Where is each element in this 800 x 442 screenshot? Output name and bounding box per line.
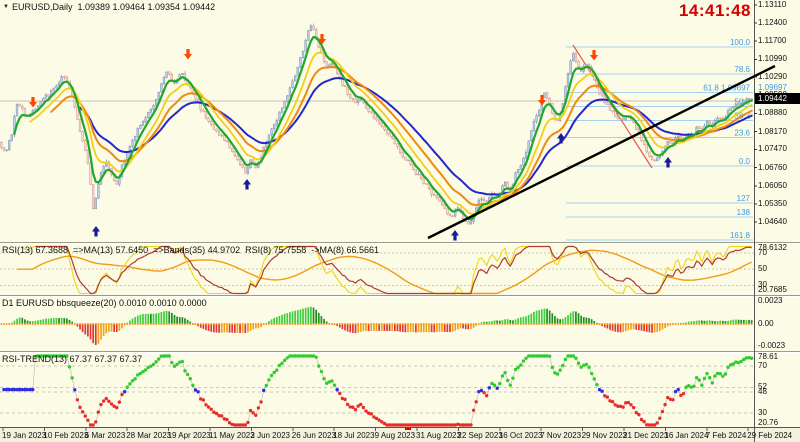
- sell-arrow-icon: [184, 49, 192, 60]
- scale-tick-label: 70: [758, 247, 767, 257]
- ma-orange: [50, 66, 753, 207]
- fib-level-label: 50.0: [734, 97, 750, 106]
- time-tick-label: 22 Sep 2023: [457, 431, 503, 440]
- time-tick-label: 16 Jan 2024: [664, 431, 709, 440]
- buy-arrow-icon: [243, 179, 251, 190]
- time-tick-label: 26 Jun 2023: [291, 431, 336, 440]
- scale-tick-label: 1.13110: [758, 0, 787, 9]
- scale-tick-label: 1.06760: [758, 162, 787, 172]
- scale-tick-label: 1.05350: [758, 198, 787, 208]
- squeeze-histogram: [0, 306, 753, 345]
- time-tick-label: 2 Jun 2023: [250, 431, 290, 440]
- scale-tick-label: 20.76: [758, 418, 779, 427]
- scale-tick-label: 1.07470: [758, 144, 787, 154]
- server-clock: 14:41:48: [678, 1, 751, 20]
- scale-tick-label: 52: [758, 382, 767, 392]
- scale-tick-label: 78.61: [758, 352, 779, 361]
- scale-tick-label: -0.0023: [758, 341, 786, 350]
- scale-ticks: [754, 4, 757, 223]
- rsi-main-line: [35, 245, 752, 295]
- scale-tick-label: 1.06050: [758, 180, 787, 190]
- ma-blue-slow: [79, 77, 753, 196]
- scale-tick-label: 0.00: [758, 319, 774, 328]
- rsi-bands-line: [17, 249, 752, 295]
- fib-level-label: 127: [737, 194, 751, 203]
- time-tick-label: 7 Feb 2024: [705, 431, 747, 440]
- scale-tick-label: 1.04640: [758, 217, 787, 226]
- time-tick-label: 6 Mar 2023: [84, 431, 126, 440]
- time-tick-label: 31 Aug 2023: [416, 431, 461, 440]
- sell-arrow-icon: [318, 34, 326, 45]
- fib-level-price-tag: 1.09697: [758, 83, 787, 93]
- time-tick-label: 21 Dec 2023: [623, 431, 669, 440]
- rsitrend-pane-header: RSI-TREND(13) 67.37 67.37 67.37: [2, 354, 143, 364]
- fib-level-label: 100.0: [730, 38, 751, 47]
- symbol-ohlc-text: EURUSD,Daily 1.09389 1.09464 1.09354 1.0…: [11, 2, 216, 12]
- fib-level-label: 61.8 1.09697: [703, 83, 750, 92]
- scale-tick-label: 20.7685: [758, 285, 787, 294]
- ma-green-fast: [13, 35, 753, 221]
- time-tick-label: 7 Nov 2023: [540, 431, 582, 440]
- ma-yellow: [29, 51, 753, 215]
- rsitrend-dots: [2, 354, 754, 427]
- time-tick-label: 29 Feb 2024: [747, 431, 793, 440]
- axis-marker: [2, 428, 749, 431]
- rsi-pane-header: RSI(13) 67.3688 =>MA(13) 57.6450 =>Bands…: [2, 245, 379, 255]
- fib-level-label: 0.0: [739, 157, 751, 166]
- scale-tick-label: 1.11700: [758, 36, 787, 46]
- buy-arrow-icon: [556, 133, 565, 144]
- fib-level-label: 23.6: [734, 129, 750, 138]
- sell-arrow-icon: [590, 50, 599, 61]
- buy-arrow-icon: [451, 230, 459, 241]
- signal-arrows[interactable]: [29, 34, 672, 241]
- sell-arrow-icon: [538, 95, 547, 106]
- squeeze-zero-dots: [0, 323, 753, 325]
- sell-arrow-icon: [29, 97, 37, 108]
- scale-tick-label: 30: [758, 408, 767, 418]
- time-tick-label: 9 Aug 2023: [374, 431, 416, 440]
- symbol-menu-icon[interactable]: ▼: [3, 4, 9, 10]
- support-trendline[interactable]: [427, 64, 776, 240]
- scale-tick-label: 50: [758, 264, 767, 274]
- scale-tick-label: 30: [758, 280, 767, 290]
- fib-level-label: 161.8: [730, 231, 751, 240]
- scale-tick-label: 70: [758, 361, 767, 371]
- scale-tick-label: 1.08880: [758, 108, 787, 118]
- time-tick-label: 10 Feb 2023: [43, 431, 89, 440]
- scale-tick-label: 1.08170: [758, 126, 787, 136]
- scale-tick-label: 1.12400: [758, 18, 787, 28]
- scale-tick-label: 0.0023: [758, 296, 783, 305]
- fib-level-label: 138: [737, 208, 751, 217]
- time-tick-label: 19 Apr 2023: [167, 431, 211, 440]
- fib-level-label: 78.6: [734, 65, 750, 74]
- scale-tick-label: 48: [758, 386, 767, 396]
- symbol-info: ▼ EURUSD,Daily 1.09389 1.09464 1.09354 1…: [3, 2, 215, 12]
- time-tick-label: 19 Jan 2023: [2, 431, 47, 440]
- scale-tick-label: 1.10990: [758, 54, 787, 64]
- scale-tick-label: 1.10290: [758, 72, 787, 82]
- squeeze-pane-header: D1 EURUSD bbsqueeze(20) 0.0010 0.0010 0.…: [2, 298, 207, 308]
- time-tick-label: 29 Nov 2023: [581, 431, 627, 440]
- current-price-tag: 1.09442: [755, 93, 800, 105]
- time-tick-label: 11 May 2023: [209, 431, 255, 440]
- buy-arrow-icon: [663, 157, 672, 168]
- scale-tick-label: 78.6132: [758, 243, 787, 252]
- time-tick-label: 16 Oct 2023: [498, 431, 543, 440]
- buy-arrow-icon: [92, 226, 100, 237]
- time-tick-label: 28 Mar 2023: [126, 431, 172, 440]
- time-tick-label: 18 Jul 2023: [333, 431, 375, 440]
